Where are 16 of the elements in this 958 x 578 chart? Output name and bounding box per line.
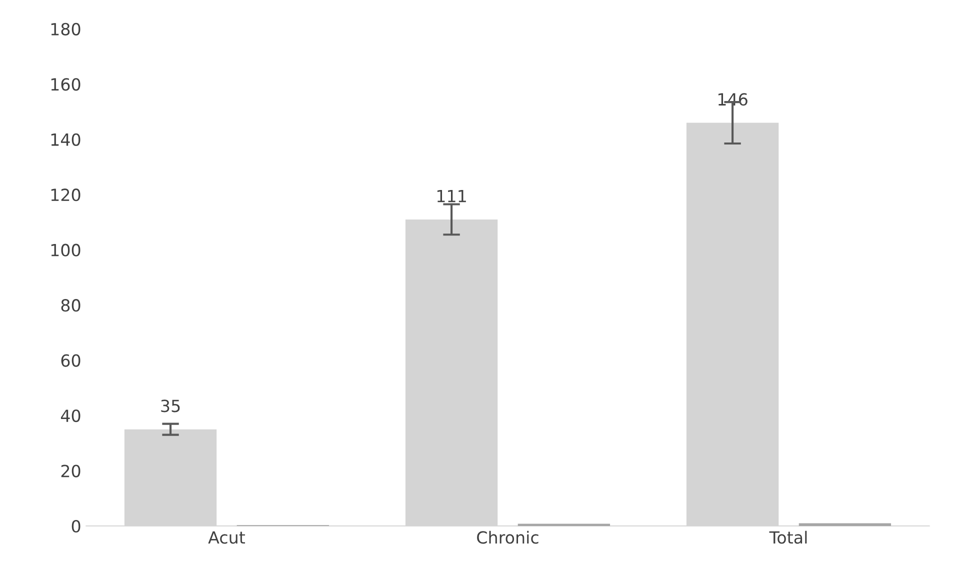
y-tick-label: 80 — [61, 299, 80, 312]
data-label: 111 — [437, 190, 466, 202]
y-tick-label: 0 — [72, 520, 80, 533]
y-tick-label: 120 — [51, 188, 80, 202]
data-label: 35 — [161, 400, 180, 412]
bar — [798, 523, 892, 526]
x-tick-label: Chronic — [477, 530, 538, 544]
y-tick-label: 60 — [61, 354, 80, 367]
y-tick-label: 40 — [60, 409, 80, 422]
y-tick-label: 140 — [51, 133, 80, 146]
x-tick-label: Total — [769, 530, 807, 544]
y-tick-label: 180 — [51, 22, 80, 36]
y-tick-label: 160 — [51, 78, 80, 91]
y-tick-label: 20 — [61, 464, 80, 478]
x-tick-label: Acut — [208, 531, 246, 544]
y-tick-label: 100 — [51, 244, 80, 256]
